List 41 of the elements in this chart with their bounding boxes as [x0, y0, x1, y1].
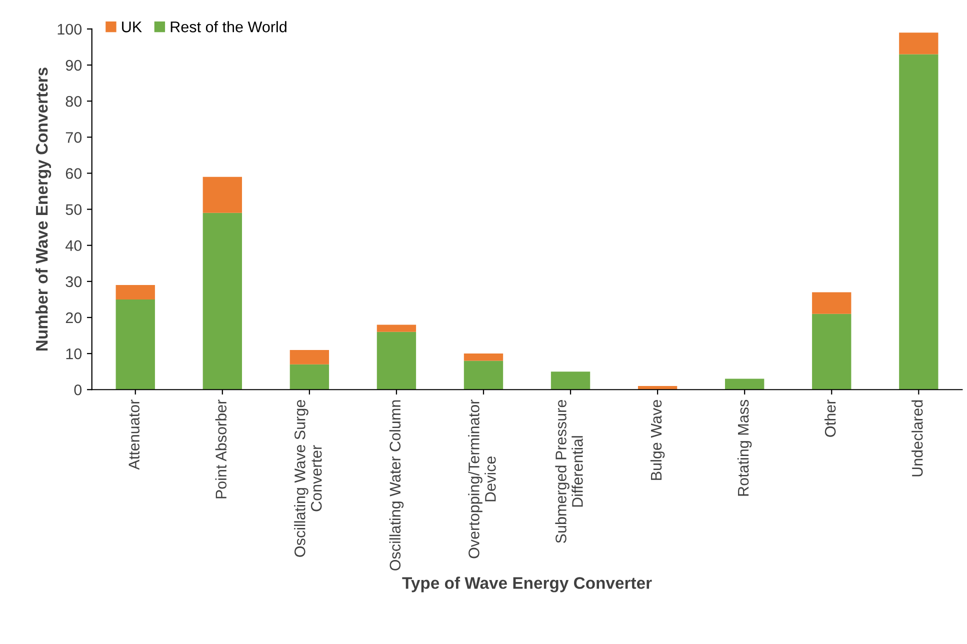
- y-tick-label: 40: [66, 240, 82, 252]
- x-tick-label: Rotating Mass: [737, 400, 752, 496]
- y-axis-title: Number of Wave Energy Converters: [35, 68, 52, 350]
- x-tick-label: Submerged Pressure Differential: [555, 400, 583, 543]
- x-tick-label: Attenuator: [128, 400, 140, 470]
- bar: [899, 32, 938, 54]
- x-axis-title: Type of Wave Energy Converter: [402, 576, 652, 592]
- y-tick-label: 0: [74, 384, 82, 396]
- y-tick-label: 60: [66, 168, 82, 179]
- bar: [464, 354, 504, 361]
- legend-label: Rest of the World: [170, 21, 286, 32]
- y-tick-label: 10: [66, 348, 82, 360]
- y-tick-label: 70: [66, 132, 82, 143]
- legend-label: UK: [122, 22, 142, 32]
- bar: [202, 176, 242, 213]
- x-tick-label: Oscillating Water Column: [389, 400, 404, 570]
- y-tick-label: 50: [66, 204, 82, 215]
- x-tick-label: Overtopping/Terminator Device: [468, 400, 496, 558]
- y-tick-label: 90: [66, 60, 82, 71]
- bar: [116, 285, 155, 300]
- x-tick-label: Oscillating Wave Surge Converter: [294, 400, 322, 557]
- bar: [812, 314, 852, 390]
- y-tick-label: 80: [66, 96, 82, 107]
- bar: [290, 364, 330, 390]
- bar: [812, 292, 852, 314]
- x-tick-label: Other: [824, 400, 836, 437]
- x-tick-label: Undeclared: [912, 400, 923, 476]
- y-tick-label: 20: [66, 312, 82, 324]
- bar: [376, 324, 416, 332]
- bar: [464, 360, 504, 390]
- y-tick-label: 30: [66, 276, 82, 288]
- y-tick-label: 100: [58, 24, 82, 35]
- bar: [376, 332, 416, 390]
- x-tick-label: Bulge Wave: [650, 400, 665, 480]
- bar: [725, 378, 764, 390]
- bar: [290, 350, 330, 364]
- bar: [899, 54, 938, 390]
- x-tick-label: Point Absorber: [215, 400, 227, 498]
- bar: [116, 299, 155, 390]
- bar: [202, 212, 242, 390]
- bar: [550, 372, 590, 390]
